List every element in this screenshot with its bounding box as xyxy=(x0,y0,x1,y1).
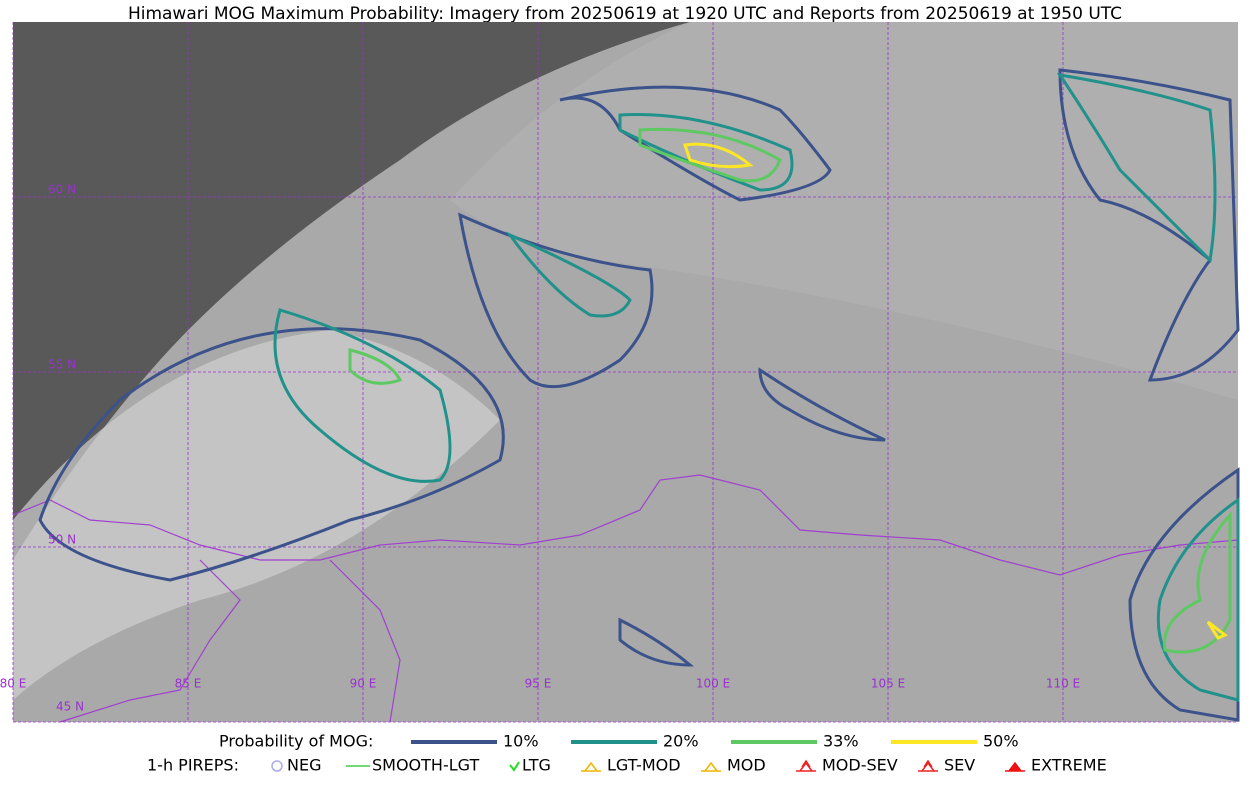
graticule xyxy=(12,22,1238,723)
legend: Probability of MOG: 10% 20% 33% 50% 1-h PIR… xyxy=(147,732,1107,775)
contour xyxy=(618,617,695,667)
contour xyxy=(1128,467,1240,722)
contour xyxy=(1206,620,1228,640)
title: Himawari MOG Maximum Probability: Imager… xyxy=(128,4,1122,24)
pirep-icon xyxy=(918,759,938,772)
pireps-title: 1-h PIREPS: xyxy=(147,756,239,775)
pirep-label: SMOOTH-LGT xyxy=(372,756,479,775)
lat-label: 50 N xyxy=(48,533,76,547)
lon-label: 95 E xyxy=(525,677,552,691)
pirep-label: SEV xyxy=(944,756,975,775)
pirep-label: MOD xyxy=(727,756,766,775)
contour xyxy=(458,212,654,389)
pirep-icon xyxy=(701,761,721,772)
cloud xyxy=(13,330,500,700)
pirep-icon xyxy=(509,761,520,772)
space xyxy=(13,22,690,560)
lat-label: 45 N xyxy=(56,700,84,714)
legend-items: 10% 20% 33% 50% xyxy=(411,732,1019,751)
pirep-icon xyxy=(796,759,816,772)
contour xyxy=(683,142,754,169)
lon-label: 105 E xyxy=(871,677,905,691)
pirep-icon xyxy=(581,761,601,772)
contour xyxy=(1058,68,1240,382)
legend-label: 10% xyxy=(503,732,539,751)
contour xyxy=(1056,72,1217,264)
pirep-label: LGT-MOD xyxy=(607,756,681,775)
border xyxy=(59,559,241,723)
lat-label: 55 N xyxy=(48,358,76,372)
map: 60 N 55 N 50 N 45 N 80 E 85 E 90 E 95 E 100 E 10… xyxy=(0,22,1240,723)
contour xyxy=(618,112,794,192)
lon-label: 85 E xyxy=(175,677,202,691)
legend-label: 50% xyxy=(983,732,1019,751)
pirep-label: LTG xyxy=(522,756,551,775)
pirep-icon xyxy=(1005,761,1025,772)
contour xyxy=(348,348,403,385)
legend-title: Probability of MOG: xyxy=(219,732,373,751)
lon-label: 90 E xyxy=(350,677,377,691)
contour xyxy=(1156,497,1240,702)
cloud xyxy=(450,22,1238,400)
lon-label: 80 E xyxy=(0,677,26,691)
pirep-label: EXTREME xyxy=(1031,756,1107,775)
contour xyxy=(273,308,452,483)
lat-labels: 60 N 55 N 50 N 45 N xyxy=(48,183,84,714)
contour xyxy=(1162,511,1232,654)
lon-label: 100 E xyxy=(696,677,730,691)
pirep-label: MOD-SEV xyxy=(822,756,898,775)
pireps-items: NEG SMOOTH-LGT LTG LGT-MOD MOD MOD-SEV SEV EXTR… xyxy=(271,756,1107,775)
lat-label: 60 N xyxy=(48,183,76,197)
contour xyxy=(505,231,632,318)
lon-labels: 80 E 85 E 90 E 95 E 100 E 105 E 110 E xyxy=(0,677,1080,691)
contour xyxy=(38,327,505,582)
pirep-icon xyxy=(271,760,283,772)
contour xyxy=(638,127,782,183)
legend-label: 20% xyxy=(663,732,699,751)
lon-label: 110 E xyxy=(1046,677,1080,691)
border xyxy=(329,559,401,723)
legend-label: 33% xyxy=(823,732,859,751)
contour xyxy=(758,367,886,442)
pirep-label: NEG xyxy=(287,756,321,775)
border xyxy=(12,474,1239,576)
